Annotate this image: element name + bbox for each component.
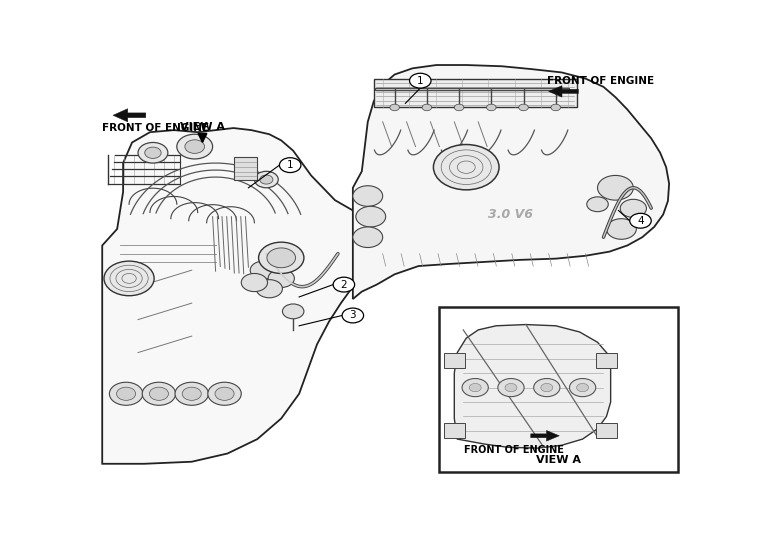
Bar [596, 354, 618, 368]
Text: 1: 1 [417, 75, 424, 86]
Polygon shape [531, 431, 559, 441]
Circle shape [280, 158, 301, 173]
Circle shape [519, 104, 528, 111]
Circle shape [104, 261, 154, 296]
Circle shape [256, 280, 283, 298]
Circle shape [149, 387, 169, 400]
Circle shape [142, 382, 176, 406]
Bar [440, 307, 678, 472]
Circle shape [250, 261, 276, 279]
Text: FRONT OF ENGINE: FRONT OF ENGINE [464, 445, 564, 455]
Circle shape [208, 382, 241, 406]
Text: 4: 4 [637, 216, 644, 226]
Text: FRONT OF ENGINE: FRONT OF ENGINE [547, 75, 654, 86]
Circle shape [454, 104, 464, 111]
Circle shape [177, 134, 213, 159]
Text: FRONT OF ENGINE: FRONT OF ENGINE [102, 123, 209, 133]
Circle shape [620, 200, 647, 217]
Text: 1: 1 [287, 160, 293, 170]
Circle shape [570, 379, 596, 396]
Circle shape [469, 384, 481, 392]
Circle shape [630, 213, 651, 228]
Polygon shape [113, 109, 146, 122]
Circle shape [598, 175, 633, 200]
Circle shape [267, 248, 296, 268]
Circle shape [254, 171, 278, 188]
Circle shape [241, 273, 267, 292]
Circle shape [487, 104, 496, 111]
Bar [373, 79, 577, 108]
Circle shape [422, 104, 432, 111]
Circle shape [410, 73, 431, 88]
Circle shape [498, 379, 524, 396]
Circle shape [215, 387, 234, 400]
Bar [596, 423, 618, 438]
Bar [444, 423, 465, 438]
Circle shape [356, 207, 386, 227]
Circle shape [175, 382, 209, 406]
Polygon shape [548, 86, 578, 97]
Circle shape [541, 384, 553, 392]
Polygon shape [353, 65, 669, 299]
Circle shape [577, 384, 588, 392]
Polygon shape [454, 325, 611, 448]
Circle shape [462, 379, 488, 396]
Bar [233, 157, 257, 180]
Circle shape [551, 104, 561, 111]
Circle shape [182, 387, 201, 400]
Circle shape [434, 144, 499, 190]
Circle shape [109, 382, 142, 406]
Circle shape [587, 197, 608, 212]
Circle shape [534, 379, 560, 396]
Text: 3.0 V6: 3.0 V6 [488, 208, 534, 221]
Circle shape [353, 227, 383, 248]
Circle shape [333, 277, 355, 292]
Circle shape [268, 269, 294, 287]
Circle shape [505, 384, 517, 392]
Circle shape [259, 242, 304, 273]
Text: 2: 2 [340, 280, 347, 289]
Polygon shape [102, 128, 371, 464]
Text: 3: 3 [350, 310, 357, 320]
Bar [444, 354, 465, 368]
Circle shape [283, 304, 304, 319]
Circle shape [342, 308, 363, 323]
Text: VIEW A: VIEW A [536, 455, 581, 465]
Circle shape [145, 147, 161, 158]
Text: VIEW A: VIEW A [180, 122, 225, 132]
Circle shape [259, 175, 273, 184]
Circle shape [185, 140, 205, 154]
Circle shape [116, 387, 136, 400]
Circle shape [607, 219, 636, 239]
Circle shape [353, 186, 383, 207]
Circle shape [138, 142, 168, 163]
Circle shape [390, 104, 400, 111]
